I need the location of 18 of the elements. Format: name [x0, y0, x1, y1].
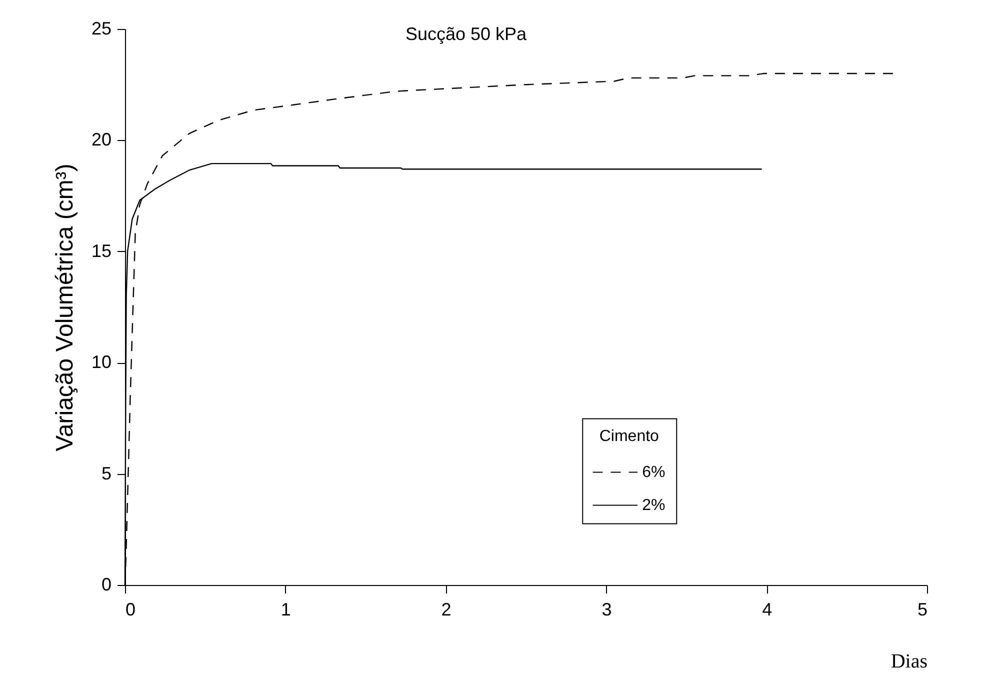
legend-label: 2% — [642, 497, 666, 514]
x-tick-label: 3 — [602, 600, 612, 620]
x-tick-label: 2 — [441, 600, 452, 620]
x-tick-label: 1 — [280, 600, 291, 620]
x-axis-title: Dias — [890, 650, 928, 672]
y-tick-label: 0 — [101, 574, 112, 594]
chart-title: Sucção 50 kPa — [405, 24, 528, 44]
legend-label: 6% — [642, 464, 666, 482]
x-tick-label: 4 — [762, 600, 772, 620]
y-tick-label: 15 — [91, 240, 112, 261]
y-tick-label: 25 — [91, 18, 112, 38]
x-tick-label: 5 — [917, 600, 928, 620]
y-tick-label: 20 — [91, 130, 112, 150]
x-tick-label: 0 — [126, 600, 136, 620]
y-axis-title: Variação Volumétrica (cm³) — [51, 164, 78, 452]
y-tick-label: 5 — [101, 463, 112, 484]
y-tick-label: 10 — [91, 352, 112, 372]
legend-title: Cimento — [599, 428, 660, 446]
